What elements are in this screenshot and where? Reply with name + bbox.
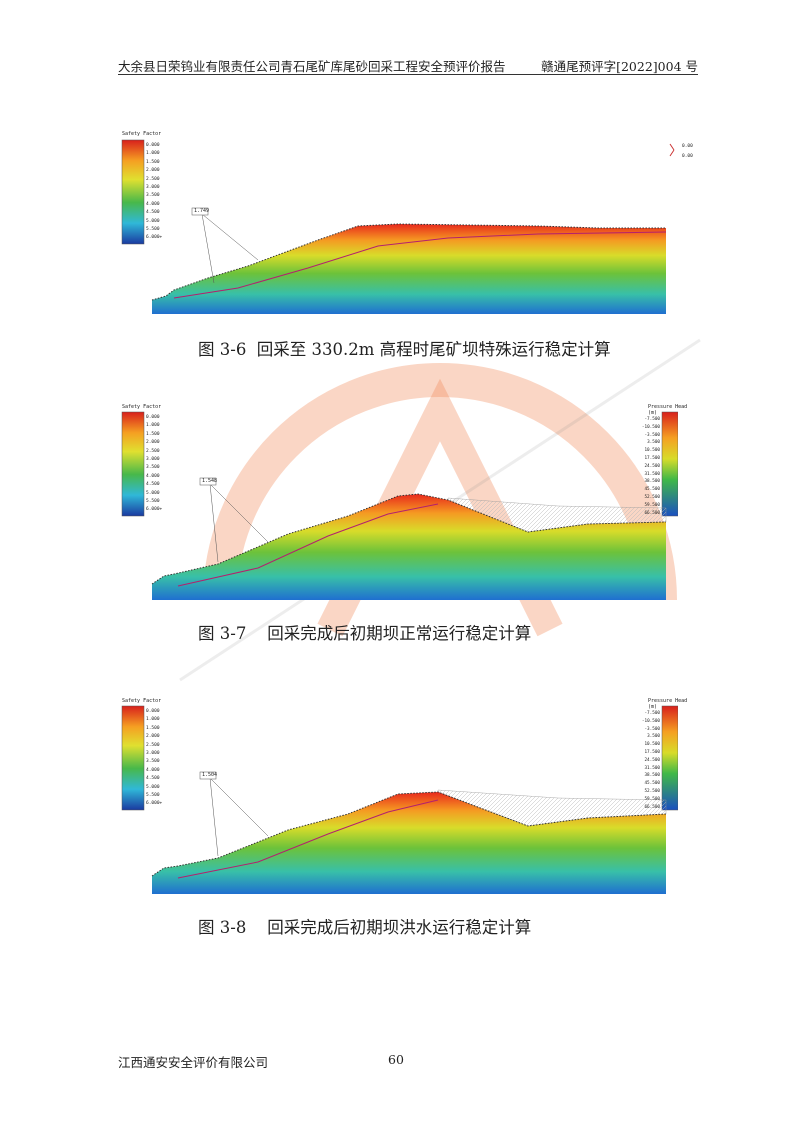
legend-value: 2.500: [146, 742, 160, 748]
pressure-value: 45.500: [644, 487, 660, 493]
legend-value: 3.500: [146, 465, 160, 471]
pressure-title: Pressure Head: [648, 404, 688, 410]
legend-value: 4.000: [146, 767, 160, 773]
legend-value: 2.500: [146, 176, 160, 182]
top-right-label: 0.00: [682, 144, 693, 149]
legend-value: 4.500: [146, 210, 160, 216]
legend-value: 5.000: [146, 784, 160, 790]
legend-value: 3.000: [146, 185, 160, 191]
pressure-value: -3.500: [644, 726, 660, 732]
legend-values: 0.000 1.000 1.500 2.000 2.500 3.000 3.50…: [146, 142, 162, 243]
legend-value: 6.000+: [146, 507, 163, 513]
pressure-value: -7.500: [644, 417, 660, 422]
stability-plot: [121, 705, 678, 894]
pressure-value: 59.500: [644, 796, 660, 802]
pressure-value: 31.500: [644, 471, 660, 477]
pressure-value: 59.500: [644, 502, 660, 508]
pressure-value: 52.500: [644, 494, 660, 500]
pressure-value: 31.500: [644, 765, 660, 771]
legend-value: 1.000: [146, 717, 160, 723]
pressure-value: 24.500: [644, 757, 660, 763]
legend-value: 4.000: [146, 473, 160, 479]
legend-value: 2.000: [146, 168, 160, 174]
legend-values: 0.000 1.000 1.500 2.000 2.500 3.000 3.50…: [146, 414, 162, 515]
pressure-value: 24.500: [644, 463, 660, 469]
pressure-values: -7.500 -10.500 -3.500 3.500 10.500 17.50…: [638, 416, 660, 517]
pressure-value: 38.500: [644, 773, 660, 779]
legend-value: 5.000: [146, 218, 160, 224]
top-right-labels: 0.00 0.00: [682, 142, 693, 162]
legend-values: 0.000 1.000 1.500 2.000 2.500 3.000 3.50…: [146, 708, 162, 809]
callout-label: 1.749: [194, 208, 210, 214]
figure-3-7: Safety Factor 1.548 0.000 1.000 1.500 2.…: [118, 404, 687, 604]
page-header: 大余县日荣钨业有限责任公司青石尾矿库尾砂回采工程安全预评价报告 赣通尾预评字[2…: [118, 56, 698, 75]
legend-title: Safety Factor: [122, 131, 162, 137]
callout-label: 1.504: [202, 772, 218, 778]
figure-caption: 图 3-8 回采完成后初期坝洪水运行稳定计算: [198, 918, 532, 937]
figure-caption: 图 3-7 回采完成后初期坝正常运行稳定计算: [198, 624, 532, 643]
pressure-title: Pressure Head: [648, 698, 688, 704]
pressure-value: 17.500: [644, 455, 660, 461]
pressure-value: -10.500: [641, 718, 660, 724]
legend-value: 5.500: [146, 499, 160, 505]
pressure-unit: (m): [648, 410, 658, 416]
legend-value: 1.000: [146, 423, 160, 429]
legend-value: 2.000: [146, 440, 160, 446]
stability-plot: [121, 411, 678, 600]
legend-value: 2.000: [146, 734, 160, 740]
legend-value: 5.500: [146, 793, 160, 799]
legend-value: 6.000+: [146, 235, 163, 241]
pressure-value: 66.500: [644, 510, 660, 516]
stability-plot: [121, 139, 675, 314]
legend-value: 1.500: [146, 725, 160, 731]
report-code: 赣通尾预评字[2022]004 号: [541, 59, 698, 74]
legend-value: 6.000+: [146, 801, 163, 807]
page-number: 60: [388, 1052, 404, 1067]
pressure-value: -3.500: [644, 432, 660, 438]
legend-value: 1.500: [146, 159, 160, 165]
legend-value: 3.500: [146, 759, 160, 765]
legend-value: 5.500: [146, 227, 160, 233]
legend-value: 4.500: [146, 776, 160, 782]
callout-label: 1.548: [202, 478, 218, 484]
legend-value: 3.500: [146, 193, 160, 199]
figure-3-8: Safety Factor 1.504 0.000 1.000 1.500 2.…: [118, 698, 687, 898]
legend-value: 0.000: [146, 415, 160, 420]
figure-caption: 图 3-6 回采至 330.2m 高程时尾矿坝特殊运行稳定计算: [198, 340, 611, 359]
figure-3-6: Safety Factor 1.749 0.000 1.000 1.500 2.…: [118, 128, 693, 318]
legend-value: 5.000: [146, 490, 160, 496]
pressure-value: 3.500: [647, 440, 660, 446]
legend-title: Safety Factor: [122, 698, 162, 704]
pressure-value: 45.500: [644, 781, 660, 787]
pressure-value: 38.500: [644, 479, 660, 485]
legend-value: 0.000: [146, 143, 160, 148]
footer-company: 江西通安安全评价有限公司: [118, 1055, 269, 1070]
pressure-values: -7.500 -10.500 -3.500 3.500 10.500 17.50…: [638, 710, 660, 811]
report-title: 大余县日荣钨业有限责任公司青石尾矿库尾砂回采工程安全预评价报告: [118, 59, 506, 74]
pressure-value: 52.500: [644, 788, 660, 794]
legend-value: 2.500: [146, 448, 160, 454]
legend-title: Safety Factor: [122, 404, 162, 410]
pressure-value: -10.500: [641, 424, 660, 430]
legend-value: 4.500: [146, 482, 160, 488]
pressure-value: 10.500: [644, 448, 660, 454]
pressure-value: 3.500: [647, 734, 660, 740]
pressure-value: 17.500: [644, 749, 660, 755]
pressure-value: 66.500: [644, 804, 660, 810]
legend-value: 0.000: [146, 709, 160, 714]
pressure-value: -7.500: [644, 711, 660, 716]
legend-value: 4.000: [146, 201, 160, 207]
legend-value: 1.000: [146, 151, 160, 157]
legend-value: 3.000: [146, 457, 160, 463]
pressure-value: 10.500: [644, 742, 660, 748]
top-right-label: 0.00: [682, 154, 693, 159]
pressure-unit: (m): [648, 704, 658, 710]
legend-value: 3.000: [146, 751, 160, 757]
legend-value: 1.500: [146, 431, 160, 437]
